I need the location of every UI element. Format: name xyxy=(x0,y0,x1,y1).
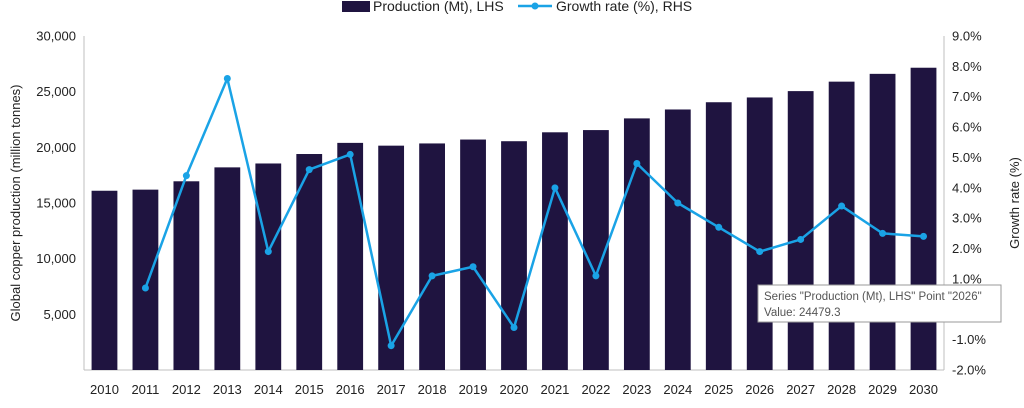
growth-point-2014 xyxy=(264,248,272,256)
y2-tick-9.0pct: 9.0% xyxy=(952,29,982,44)
x-tick-2014: 2014 xyxy=(254,382,283,397)
bar-2021 xyxy=(542,132,568,370)
growth-point-2022 xyxy=(592,272,600,280)
bar-2017 xyxy=(378,145,405,370)
growth-point-2026 xyxy=(756,248,764,256)
y2-tick-6.0pct: 6.0% xyxy=(952,120,982,135)
y2-tick--1.0pct: -1.0% xyxy=(952,332,986,347)
x-tick-2026: 2026 xyxy=(745,382,774,397)
growth-point-2029 xyxy=(879,229,887,237)
y-tick-5000: 5,000 xyxy=(43,307,76,322)
legend: Production (Mt), LHS Growth rate (%), RH… xyxy=(342,0,692,14)
growth-point-2023 xyxy=(633,160,641,168)
x-tick-2018: 2018 xyxy=(418,382,447,397)
growth-point-2013 xyxy=(223,75,231,83)
x-tick-2011: 2011 xyxy=(131,382,159,397)
x-tick-2021: 2021 xyxy=(540,382,569,397)
bar-2012 xyxy=(173,181,200,370)
bar-2026 xyxy=(746,97,773,371)
tooltip-line-1: Series "Production (Mt), LHS" Point "202… xyxy=(764,291,982,303)
x-tick-2024: 2024 xyxy=(663,382,692,397)
y2-tick--2.0pct: -2.0% xyxy=(952,363,986,378)
bar-2029 xyxy=(869,73,896,370)
growth-line-layer xyxy=(141,75,928,350)
growth-point-2025 xyxy=(715,223,723,231)
x-tick-2030: 2030 xyxy=(909,382,938,397)
legend-swatch-production xyxy=(342,1,370,12)
left-axis-title: Global copper production (million tonnes… xyxy=(8,84,23,321)
y2-tick-5.0pct: 5.0% xyxy=(952,150,982,165)
bar-2023 xyxy=(623,118,650,370)
x-tick-2013: 2013 xyxy=(213,382,242,397)
bar-2030 xyxy=(910,67,937,370)
bars-layer xyxy=(91,67,937,371)
x-tick-2019: 2019 xyxy=(459,382,488,397)
x-tick-2020: 2020 xyxy=(500,382,529,397)
legend-swatch-growth-marker xyxy=(531,2,539,10)
x-tick-2015: 2015 xyxy=(295,382,324,397)
tooltip-line-2: Value: 24479.3 xyxy=(764,307,841,319)
x-tick-2029: 2029 xyxy=(868,382,897,397)
growth-point-2011 xyxy=(141,284,149,292)
growth-point-2028 xyxy=(838,202,846,210)
x-tick-2028: 2028 xyxy=(827,382,856,397)
growth-rate-line xyxy=(144,77,924,347)
x-tick-2025: 2025 xyxy=(704,382,733,397)
bar-2015 xyxy=(296,154,323,370)
right-tick-labels: -2.0%-1.0%0.0%1.0%2.0%3.0%4.0%5.0%6.0%7.… xyxy=(952,29,986,378)
bar-2016 xyxy=(337,142,364,370)
growth-point-2019 xyxy=(469,263,477,271)
y-tick-30000: 30,000 xyxy=(36,29,76,44)
growth-point-2027 xyxy=(797,235,805,243)
x-tick-2023: 2023 xyxy=(622,382,651,397)
bar-2020 xyxy=(501,141,527,370)
bar-2018 xyxy=(419,143,445,370)
legend-label-growth: Growth rate (%), RHS xyxy=(556,0,692,14)
y2-tick-3.0pct: 3.0% xyxy=(952,211,982,226)
legend-label-production: Production (Mt), LHS xyxy=(373,0,504,14)
bar-2014 xyxy=(255,163,282,370)
y2-tick-8.0pct: 8.0% xyxy=(952,59,982,74)
growth-point-2018 xyxy=(428,272,436,280)
right-axis-title: Growth rate (%) xyxy=(1007,157,1022,249)
growth-point-2017 xyxy=(387,342,395,350)
x-tick-2027: 2027 xyxy=(786,382,815,397)
growth-point-2015 xyxy=(305,166,313,174)
x-tick-2016: 2016 xyxy=(336,382,365,397)
y2-tick-1.0pct: 1.0% xyxy=(952,271,982,286)
growth-point-2030 xyxy=(920,232,928,240)
bar-2010 xyxy=(91,190,118,370)
y2-tick-2.0pct: 2.0% xyxy=(952,241,982,256)
x-tick-2010: 2010 xyxy=(90,382,119,397)
y-tick-25000: 25,000 xyxy=(36,84,76,99)
bar-2011 xyxy=(132,189,159,370)
y-tick-15000: 15,000 xyxy=(36,196,76,211)
data-tooltip: Series "Production (Mt), LHS" Point "202… xyxy=(757,284,1002,323)
bar-2024 xyxy=(664,109,691,370)
bar-2028 xyxy=(828,81,855,371)
growth-point-2012 xyxy=(182,172,190,180)
bar-2027 xyxy=(787,91,814,371)
growth-point-2021 xyxy=(551,184,559,192)
x-tick-2012: 2012 xyxy=(172,382,201,397)
bar-2019 xyxy=(460,139,486,370)
growth-point-2016 xyxy=(346,150,354,158)
bar-2013 xyxy=(214,167,241,370)
growth-point-2024 xyxy=(674,199,682,207)
x-tick-2017: 2017 xyxy=(377,382,406,397)
x-tick-2022: 2022 xyxy=(581,382,610,397)
bar-2025 xyxy=(705,102,732,371)
x-tick-labels: 2010 2011 2012 2013 2014 2015 2016 2017 2018 2019… xyxy=(90,382,938,397)
y-tick-20000: 20,000 xyxy=(36,140,76,155)
y-tick-10000: 10,000 xyxy=(36,251,76,266)
y2-tick-4.0pct: 4.0% xyxy=(952,180,982,195)
tooltip-box xyxy=(757,284,1002,323)
growth-point-2020 xyxy=(510,323,518,331)
y2-tick-7.0pct: 7.0% xyxy=(952,89,982,104)
left-tick-labels: 5,000 10,000 15,000 20,000 25,000 30,000 xyxy=(36,29,76,322)
